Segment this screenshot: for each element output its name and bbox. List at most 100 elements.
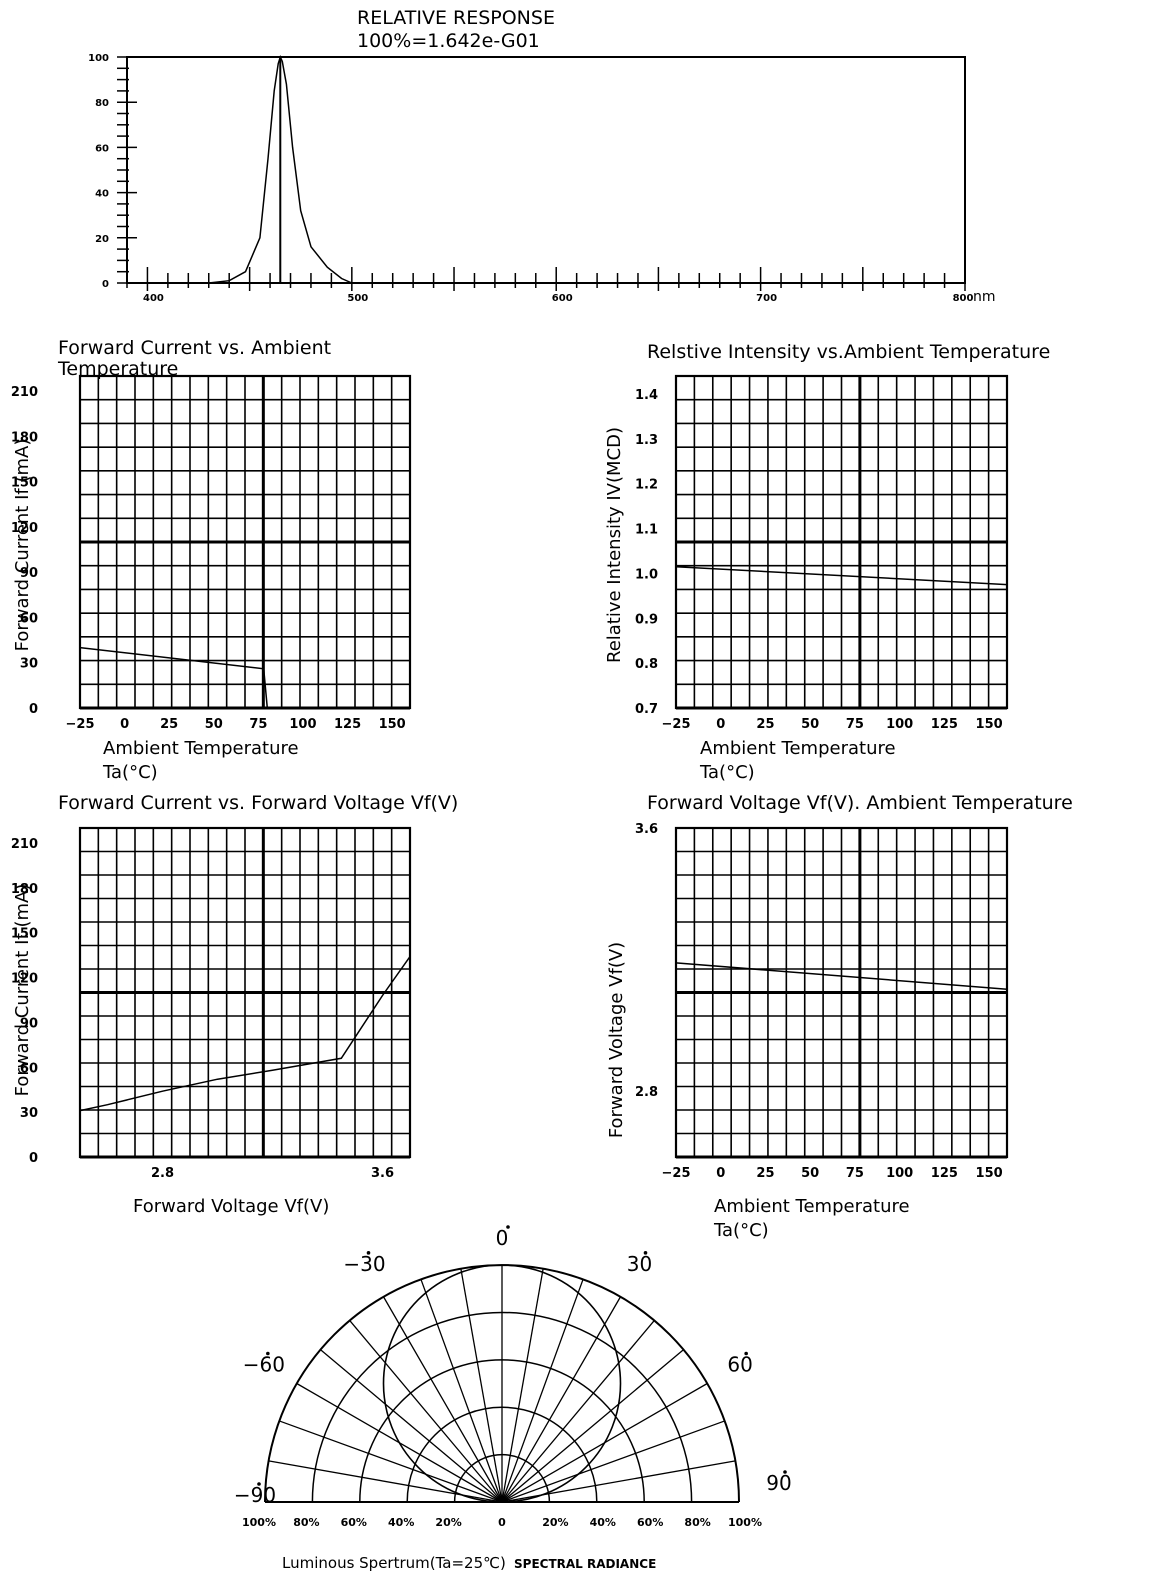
y-tick-label: 0 — [29, 702, 38, 717]
polar-pattern — [382, 1264, 622, 1503]
spectrum-y-tick-labels: 0 20 40 60 80 100 — [88, 53, 109, 290]
spectrum-x-unit: nm — [973, 289, 996, 305]
polar-spoke — [501, 1420, 725, 1503]
iv-vs-ta-xlabel: Ambient Temperature — [700, 738, 896, 759]
polar-radial-label: 60% — [341, 1516, 367, 1529]
if-vs-ta-plot: −25 0 25 50 75 100 125 150 0 30 60 90 120 150 180 210 — [11, 374, 412, 732]
y-tick-label: 210 — [11, 837, 38, 852]
iv-vs-ta-ylabel: Relative Intensity IV(MCD) — [604, 427, 625, 663]
polar-radial-label: 80% — [293, 1516, 319, 1529]
plot-frame — [78, 826, 412, 1159]
polar-caption-main: Luminous Spertrum(Ta=25℃) — [282, 1554, 506, 1572]
spectrum-y-tick-label: 100 — [88, 53, 109, 64]
spectrum-x-tick-label: 400 — [143, 293, 164, 304]
polar-angle-label: −90 — [234, 1483, 276, 1507]
if-vs-ta-xlabel-unit: Ta(°C) — [102, 762, 158, 783]
x-tick-label: 25 — [756, 1166, 774, 1181]
y-tick-label: 120 — [11, 521, 38, 536]
x-tick-label: 3.6 — [371, 1166, 394, 1181]
vf-vs-ta-xlabel-unit: Ta(°C) — [713, 1220, 769, 1241]
iv-vs-ta-title: Relstive Intensity vs.Ambient Temperatur… — [647, 341, 1050, 363]
spectrum-y-tick-label: 80 — [95, 98, 109, 109]
series-line — [79, 956, 411, 1112]
y-tick-label: 180 — [11, 430, 38, 445]
polar-radial-label: 100% — [242, 1516, 276, 1529]
y-tick-label: 60 — [20, 611, 38, 626]
if-vs-vf-plot: 2.8 3.6 0 30 60 90 120 150 180 210 — [11, 826, 412, 1181]
if-vs-ta-xlabel: Ambient Temperature — [103, 738, 299, 759]
x-tick-label: −25 — [662, 1166, 691, 1181]
polar-degree-mark — [783, 1470, 787, 1474]
y-tick-label: 180 — [11, 882, 38, 897]
if-vs-vf-ylabel: Forward Current If (mA) — [12, 884, 33, 1097]
x-tick-label: 75 — [846, 1166, 864, 1181]
polar-spoke — [382, 1296, 503, 1503]
if-vs-ta-ylabel: Forward Current If (mA) — [12, 439, 33, 652]
polar-spoke — [501, 1279, 584, 1503]
x-tick-label: 0 — [716, 717, 725, 732]
polar-angle-label: −60 — [243, 1353, 285, 1377]
if-vs-ta-chart: Forward Current vs. Ambient Temperature … — [11, 337, 412, 783]
polar-radial-label: 0 — [498, 1516, 506, 1529]
vf-vs-ta-title: Forward Voltage Vf(V). Ambient Temperatu… — [647, 792, 1073, 814]
y-tick-label: 0.9 — [635, 612, 658, 627]
y-tick-label: 1.4 — [635, 388, 658, 403]
y-tick-label: 0.7 — [635, 702, 658, 717]
vf-vs-ta-xlabel: Ambient Temperature — [714, 1196, 910, 1217]
polar-radiation-chart: −90 −60 −30 0 30 60 90 100% 80% 60% 40% 20% 0 20% 40% 6… — [234, 1225, 792, 1529]
x-tick-label: −25 — [662, 717, 691, 732]
x-tick-label: 75 — [249, 717, 267, 732]
y-tick-label: 150 — [11, 927, 38, 942]
polar-spoke — [420, 1279, 503, 1503]
vf-vs-ta-chart: Forward Voltage Vf(V). Ambient Temperatu… — [606, 792, 1073, 1241]
polar-degree-mark — [506, 1225, 510, 1229]
y-tick-label: 90 — [20, 566, 38, 581]
polar-radial-label: 40% — [388, 1516, 414, 1529]
y-tick-label: 30 — [20, 657, 38, 672]
y-tick-label: 60 — [20, 1061, 38, 1076]
y-tick-label: 90 — [20, 1016, 38, 1031]
x-tick-label: 100 — [886, 1166, 913, 1181]
series-line — [79, 646, 269, 709]
x-tick-label: 125 — [334, 717, 361, 732]
polar-radial-label: 60% — [637, 1516, 663, 1529]
spectrum-x-tick-label: 800 — [953, 293, 974, 304]
x-tick-label: 50 — [205, 717, 223, 732]
polar-caption: Luminous Spertrum(Ta=25℃) SPECTRAL RADIA… — [282, 1554, 656, 1572]
x-tick-label: 0 — [120, 717, 129, 732]
y-tick-label: 0.8 — [635, 657, 658, 672]
x-tick-label: 150 — [379, 717, 406, 732]
y-tick-label: 1.3 — [635, 433, 658, 448]
y-tick-label: 1.0 — [635, 567, 658, 582]
x-tick-label: 150 — [976, 717, 1003, 732]
polar-radial-label: 20% — [542, 1516, 568, 1529]
spectrum-y-tick-label: 60 — [95, 143, 109, 154]
spectrum-title: RELATIVE RESPONSE — [357, 7, 555, 29]
plot-frame — [674, 374, 1009, 710]
polar-spoke — [501, 1296, 622, 1503]
y-tick-label: 0 — [29, 1151, 38, 1166]
polar-spoke — [279, 1420, 503, 1503]
spectrum-y-tick-label: 0 — [102, 279, 109, 290]
spectrum-curve — [208, 54, 353, 284]
plot-frame — [78, 374, 412, 710]
x-tick-label: −25 — [66, 717, 95, 732]
x-tick-label: 0 — [716, 1166, 725, 1181]
if-vs-vf-title: Forward Current vs. Forward Voltage Vf(V… — [58, 792, 458, 814]
x-tick-label: 125 — [931, 1166, 958, 1181]
x-tick-label: 100 — [289, 717, 316, 732]
iv-vs-ta-chart: Relstive Intensity vs.Ambient Temperatur… — [604, 341, 1050, 783]
polar-spoke — [320, 1349, 503, 1503]
spectrum-frame — [126, 56, 966, 284]
y-tick-label: 30 — [20, 1106, 38, 1121]
x-tick-label: 100 — [886, 717, 913, 732]
vf-vs-ta-plot: −25 0 25 50 75 100 125 150 2.8 3.6 — [635, 822, 1009, 1181]
polar-spoke — [501, 1320, 655, 1503]
spectrum-x-tick-label: 600 — [552, 293, 573, 304]
polar-caption-sub: SPECTRAL RADIANCE — [514, 1557, 656, 1571]
iv-vs-ta-xlabel-unit: Ta(°C) — [699, 762, 755, 783]
spectrum-x-tick-label: 700 — [756, 293, 777, 304]
spectrum-chart: RELATIVE RESPONSE 100%=1.642e-G01 0 20 40 6… — [88, 7, 995, 305]
x-tick-label: 75 — [846, 717, 864, 732]
